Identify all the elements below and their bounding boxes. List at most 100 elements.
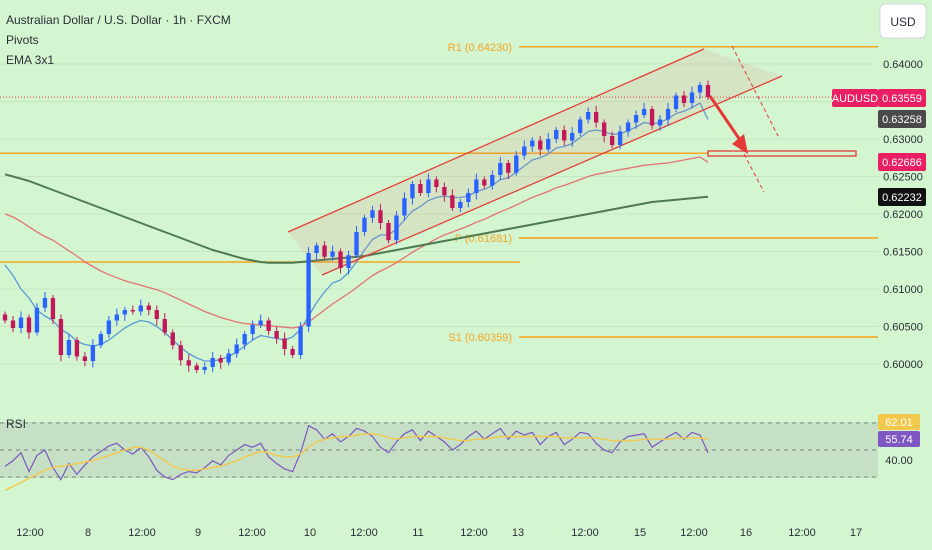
candle-body xyxy=(386,223,391,241)
candle-body xyxy=(194,365,199,370)
price-scale[interactable] xyxy=(878,0,932,550)
candle-body xyxy=(234,344,239,354)
candle-body xyxy=(26,317,32,333)
time-tick-label: 16 xyxy=(740,527,752,539)
candle-body xyxy=(697,85,703,93)
time-tick-label: 12:00 xyxy=(350,527,378,539)
time-tick-label: 12:00 xyxy=(680,527,708,539)
ema-line-1 xyxy=(4,102,709,362)
price-tick-label: 0.62000 xyxy=(883,209,923,221)
candle-body xyxy=(314,245,319,253)
price-tick-label: 0.60500 xyxy=(883,322,923,334)
rsi-tag-value: 55.74 xyxy=(885,434,913,446)
price-tag-box xyxy=(878,110,926,128)
forecast-arrows xyxy=(707,45,857,193)
candle-body xyxy=(250,325,255,334)
time-tick-label: 9 xyxy=(195,527,201,539)
candle-body xyxy=(90,345,96,361)
candle-body xyxy=(625,122,631,132)
candle-body xyxy=(58,319,64,355)
candle-body xyxy=(138,305,143,312)
candle-body xyxy=(705,85,711,97)
rsi-tag-value: 62.01 xyxy=(885,417,913,429)
candle-body xyxy=(106,320,112,334)
candle-body xyxy=(522,146,527,156)
rsi-ma-line xyxy=(4,433,709,492)
forecast-arrow-head xyxy=(732,134,748,154)
candle-body xyxy=(330,251,335,257)
candle-body xyxy=(226,353,231,363)
candle-body xyxy=(450,195,455,208)
price-tag-box xyxy=(878,89,926,107)
candle-body xyxy=(601,122,607,136)
legend-ema[interactable]: EMA 3x1 xyxy=(6,53,54,67)
price-channel xyxy=(287,48,783,276)
candle-body xyxy=(298,326,303,355)
candle-body xyxy=(282,338,287,349)
forecast-dashed-2 xyxy=(743,153,765,193)
candle-body xyxy=(394,215,399,241)
rsi-label[interactable]: RSI xyxy=(6,417,26,431)
target-zone-box xyxy=(707,150,857,157)
candle-body xyxy=(130,310,135,312)
forecast-dashed-1 xyxy=(731,45,779,137)
candle-body xyxy=(362,217,367,232)
candle-body xyxy=(354,232,359,256)
price-tag-box xyxy=(878,188,926,206)
legend-pivots[interactable]: Pivots xyxy=(6,33,39,47)
time-tick-label: 12:00 xyxy=(788,527,816,539)
candle-body xyxy=(154,310,159,319)
candlesticks xyxy=(2,80,711,375)
time-tick-label: 13 xyxy=(512,527,524,539)
candle-body xyxy=(98,334,104,346)
candle-body xyxy=(681,95,687,103)
time-tick-label: 12:00 xyxy=(128,527,156,539)
candle-body xyxy=(82,356,88,361)
candle-body xyxy=(378,210,383,223)
candle-body xyxy=(290,349,295,355)
currency-button-frame[interactable] xyxy=(879,3,927,39)
candle-body xyxy=(122,310,128,315)
time-tick-label: 15 xyxy=(634,527,646,539)
candle-body xyxy=(266,320,271,331)
candle-body xyxy=(42,298,48,308)
candle-body xyxy=(641,109,647,115)
channel-lower-line xyxy=(321,75,783,276)
rsi-tag-box xyxy=(878,431,920,447)
price-tick-label: 0.62500 xyxy=(883,172,923,184)
candle-body xyxy=(434,179,439,187)
ema-line-2 xyxy=(4,156,709,329)
candle-body xyxy=(306,253,311,327)
candle-body xyxy=(442,187,447,196)
channel-fill xyxy=(288,49,782,275)
time-tick-label: 12:00 xyxy=(16,527,44,539)
currency-button-label[interactable]: USD xyxy=(890,15,916,29)
candle-body xyxy=(585,112,591,120)
candle-body xyxy=(10,320,16,328)
candle-body xyxy=(562,130,567,141)
rsi-pane xyxy=(0,422,878,492)
candle-body xyxy=(114,314,120,321)
candle-body xyxy=(370,210,375,218)
candle-body xyxy=(186,360,191,366)
time-tick-label: 12:00 xyxy=(571,527,599,539)
candle-body xyxy=(34,307,40,333)
candle-body xyxy=(506,163,511,173)
rsi-tag-box xyxy=(878,414,920,430)
grid xyxy=(0,63,878,365)
candle-body xyxy=(593,112,599,123)
time-tick-label: 17 xyxy=(850,527,862,539)
candle-body xyxy=(466,193,471,202)
candle-body xyxy=(402,198,407,216)
candle-body xyxy=(474,179,479,193)
price-tick-label: 0.64000 xyxy=(883,59,923,71)
forecast-arrow-main xyxy=(708,95,742,141)
candle-body xyxy=(2,314,8,321)
candle-body xyxy=(673,95,679,109)
currency-button[interactable]: USD xyxy=(879,3,927,39)
candle-body xyxy=(530,140,535,147)
candle-body xyxy=(665,109,671,120)
